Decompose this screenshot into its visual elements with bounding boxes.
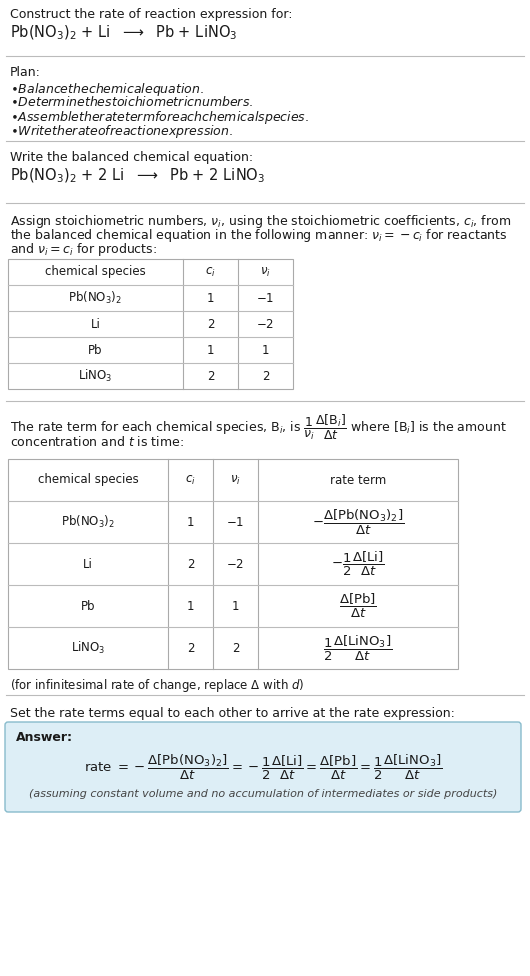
- Text: 2: 2: [207, 317, 214, 331]
- FancyBboxPatch shape: [5, 722, 521, 812]
- Text: Answer:: Answer:: [16, 731, 73, 744]
- Text: $\bullet  Write the rate of reaction expression.$: $\bullet Write the rate of reaction expr…: [10, 123, 233, 140]
- Text: $\dfrac{1}{2}\dfrac{\Delta[\mathrm{LiNO_3}]}{\Delta t}$: $\dfrac{1}{2}\dfrac{\Delta[\mathrm{LiNO_…: [323, 633, 393, 663]
- Text: $-\dfrac{1}{2}\dfrac{\Delta[\mathrm{Li}]}{\Delta t}$: $-\dfrac{1}{2}\dfrac{\Delta[\mathrm{Li}]…: [331, 549, 385, 578]
- Text: LiNO$_3$: LiNO$_3$: [70, 640, 105, 656]
- Text: 1: 1: [232, 599, 239, 613]
- Text: Li: Li: [83, 557, 93, 571]
- Text: 2: 2: [232, 641, 239, 655]
- Text: 1: 1: [187, 515, 195, 528]
- Text: Plan:: Plan:: [10, 66, 41, 79]
- Text: 1: 1: [207, 292, 214, 305]
- Text: 2: 2: [187, 557, 195, 571]
- Text: Pb(NO$_3$)$_2$ + 2 Li  $\longrightarrow$  Pb + 2 LiNO$_3$: Pb(NO$_3$)$_2$ + 2 Li $\longrightarrow$ …: [10, 167, 265, 185]
- Text: Pb: Pb: [89, 344, 103, 356]
- Text: Pb(NO$_3$)$_2$: Pb(NO$_3$)$_2$: [61, 514, 115, 530]
- Text: $\nu_i$: $\nu_i$: [260, 265, 271, 278]
- Text: $c_i$: $c_i$: [205, 265, 216, 278]
- Text: 2: 2: [262, 370, 269, 383]
- Text: $\bullet  Assemble the rate term for each chemical species.$: $\bullet Assemble the rate term for each…: [10, 109, 309, 126]
- Text: $\bullet  Determine the stoichiometric numbers.$: $\bullet Determine the stoichiometric nu…: [10, 95, 253, 109]
- Text: $-2$: $-2$: [257, 317, 275, 331]
- Text: 2: 2: [187, 641, 195, 655]
- Text: $\nu_i$: $\nu_i$: [230, 473, 241, 487]
- Text: The rate term for each chemical species, B$_i$, is $\dfrac{1}{\nu_i}\dfrac{\Delt: The rate term for each chemical species,…: [10, 413, 507, 442]
- Text: $-2$: $-2$: [226, 557, 245, 571]
- Text: concentration and $t$ is time:: concentration and $t$ is time:: [10, 435, 184, 449]
- Text: Li: Li: [91, 317, 101, 331]
- Text: $c_i$: $c_i$: [185, 473, 196, 487]
- Text: chemical species: chemical species: [38, 473, 138, 486]
- Text: Set the rate terms equal to each other to arrive at the rate expression:: Set the rate terms equal to each other t…: [10, 707, 455, 720]
- Text: chemical species: chemical species: [45, 265, 146, 278]
- Bar: [8, 459, 458, 669]
- Text: 1: 1: [207, 344, 214, 356]
- Text: 2: 2: [207, 370, 214, 383]
- Text: 1: 1: [187, 599, 195, 613]
- Text: Pb(NO$_3$)$_2$ + Li  $\longrightarrow$  Pb + LiNO$_3$: Pb(NO$_3$)$_2$ + Li $\longrightarrow$ Pb…: [10, 24, 237, 42]
- Text: Construct the rate of reaction expression for:: Construct the rate of reaction expressio…: [10, 8, 293, 21]
- Text: $-1$: $-1$: [226, 515, 245, 528]
- Text: 1: 1: [262, 344, 269, 356]
- Text: the balanced chemical equation in the following manner: $\nu_i = -c_i$ for react: the balanced chemical equation in the fo…: [10, 227, 508, 244]
- Text: $-1$: $-1$: [257, 292, 275, 305]
- Text: Write the balanced chemical equation:: Write the balanced chemical equation:: [10, 151, 253, 164]
- Text: LiNO$_3$: LiNO$_3$: [78, 368, 113, 384]
- Text: and $\nu_i = c_i$ for products:: and $\nu_i = c_i$ for products:: [10, 241, 157, 258]
- Bar: [8, 259, 293, 389]
- Text: (assuming constant volume and no accumulation of intermediates or side products): (assuming constant volume and no accumul…: [29, 789, 497, 799]
- Text: rate $= -\dfrac{\Delta[\mathrm{Pb(NO_3)_2}]}{\Delta t} = -\dfrac{1}{2}\dfrac{\De: rate $= -\dfrac{\Delta[\mathrm{Pb(NO_3)_…: [84, 752, 442, 782]
- Text: rate term: rate term: [330, 473, 386, 486]
- Text: $\bullet  Balance the chemical equation.$: $\bullet Balance the chemical equation.$: [10, 81, 204, 98]
- Text: Pb: Pb: [81, 599, 95, 613]
- Text: Assign stoichiometric numbers, $\nu_i$, using the stoichiometric coefficients, $: Assign stoichiometric numbers, $\nu_i$, …: [10, 213, 511, 230]
- Text: Pb(NO$_3$)$_2$: Pb(NO$_3$)$_2$: [68, 290, 122, 306]
- Text: (for infinitesimal rate of change, replace $\Delta$ with $d$): (for infinitesimal rate of change, repla…: [10, 677, 304, 694]
- Text: $-\dfrac{\Delta[\mathrm{Pb(NO_3)_2}]}{\Delta t}$: $-\dfrac{\Delta[\mathrm{Pb(NO_3)_2}]}{\D…: [312, 508, 404, 537]
- Text: $\dfrac{\Delta[\mathrm{Pb}]}{\Delta t}$: $\dfrac{\Delta[\mathrm{Pb}]}{\Delta t}$: [339, 591, 377, 620]
